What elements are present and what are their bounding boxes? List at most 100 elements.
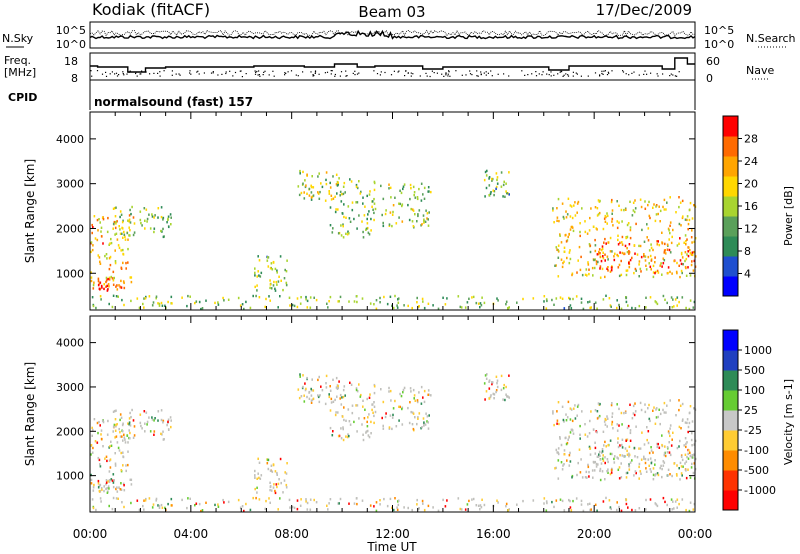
velocity-cell [581, 410, 583, 413]
power-cell [423, 220, 425, 223]
power-cell [127, 238, 129, 241]
power-cell [149, 227, 152, 230]
velocity-cell [110, 440, 112, 443]
power-cell [269, 299, 271, 302]
velocity-cell [593, 461, 595, 464]
power-cell [356, 300, 358, 304]
velocity-cell [569, 431, 572, 434]
power-cell [285, 281, 288, 285]
power-cell [309, 306, 312, 309]
velocity-cell [655, 503, 658, 506]
velocity-cell [621, 443, 623, 447]
nave-dot [490, 70, 492, 72]
velocity-cell [115, 435, 118, 438]
velocity-cell [559, 437, 561, 440]
velocity-cell [688, 509, 691, 513]
velocity-cell [595, 465, 598, 468]
power-cell [604, 220, 607, 223]
power-cell [142, 302, 144, 306]
power-cell [90, 276, 93, 279]
velocity-cell [399, 392, 401, 396]
power-cell [607, 258, 609, 261]
velocity-cell [638, 465, 640, 469]
power-cell [299, 302, 302, 305]
power-cell [480, 304, 483, 307]
power-cell [112, 270, 115, 274]
velocity-cell [122, 451, 124, 454]
power-cell [647, 227, 650, 230]
velocity-cell [118, 449, 121, 452]
power-cell [611, 209, 614, 212]
power-cell [607, 241, 609, 244]
velocity-cell [144, 430, 146, 433]
power-cell [679, 275, 681, 279]
velocity-cell [394, 497, 396, 500]
power-cell [121, 298, 123, 302]
power-cell [618, 263, 621, 267]
velocity-cell [335, 376, 338, 380]
velocity-cell [553, 505, 555, 509]
nave-dot [669, 75, 671, 77]
velocity-cell [645, 498, 647, 502]
velocity-cell [566, 416, 569, 419]
power-cell [627, 304, 629, 307]
power-cell [266, 259, 269, 262]
power-cell [599, 265, 602, 268]
nave-dot [426, 75, 428, 77]
power-cell [272, 284, 275, 287]
velocity-cell [693, 462, 696, 465]
power-cell [556, 216, 559, 219]
velocity-cell [95, 508, 97, 512]
power-cell [570, 307, 573, 310]
velocity-cell [155, 499, 157, 502]
velocity-cell [670, 498, 673, 501]
velocity-cell [580, 503, 583, 506]
velocity-cell [661, 475, 663, 479]
power-cell [579, 230, 581, 234]
velocity-cell [384, 415, 387, 419]
power-cell [162, 216, 165, 220]
velocity-cell [356, 404, 359, 407]
velocity-cell [106, 491, 109, 494]
velocity-cell [356, 502, 358, 506]
nave-dot [139, 73, 141, 75]
velocity-cell [581, 476, 584, 479]
power-cell [631, 214, 634, 217]
velocity-cell [556, 419, 559, 422]
velocity-cell [416, 422, 418, 426]
nave-dot [455, 70, 457, 72]
velocity-cell [256, 486, 258, 489]
velocity-cell [620, 476, 623, 479]
velocity-cell [570, 509, 573, 512]
power-cell [670, 296, 673, 299]
velocity-cell [596, 509, 598, 512]
velocity-cell [328, 393, 330, 396]
power-cell [559, 296, 562, 299]
power-cell [491, 177, 493, 181]
power-cell [437, 307, 440, 310]
power-cell [634, 267, 637, 271]
power-cell [432, 304, 434, 307]
power-cell [627, 222, 630, 225]
power-cell [90, 250, 92, 254]
velocity-cell [133, 434, 136, 437]
velocity-cell [296, 499, 299, 502]
power-cell [681, 199, 684, 203]
power-cell [347, 205, 350, 208]
power-cell [310, 196, 313, 199]
velocity-cell [353, 420, 355, 424]
power-cell [657, 212, 659, 216]
velocity-cell [91, 426, 93, 430]
power-cell [258, 274, 260, 277]
velocity-cell [678, 408, 680, 412]
power-cell [588, 268, 590, 271]
power-cell [488, 194, 490, 197]
velocity-cell [569, 499, 571, 503]
velocity-cell [194, 504, 196, 507]
velocity-cell [93, 483, 95, 487]
power-cell [303, 197, 306, 200]
velocity-cell [592, 428, 595, 431]
velocity-cell [133, 425, 136, 428]
power-cell [237, 296, 240, 300]
velocity-cell [617, 468, 620, 471]
